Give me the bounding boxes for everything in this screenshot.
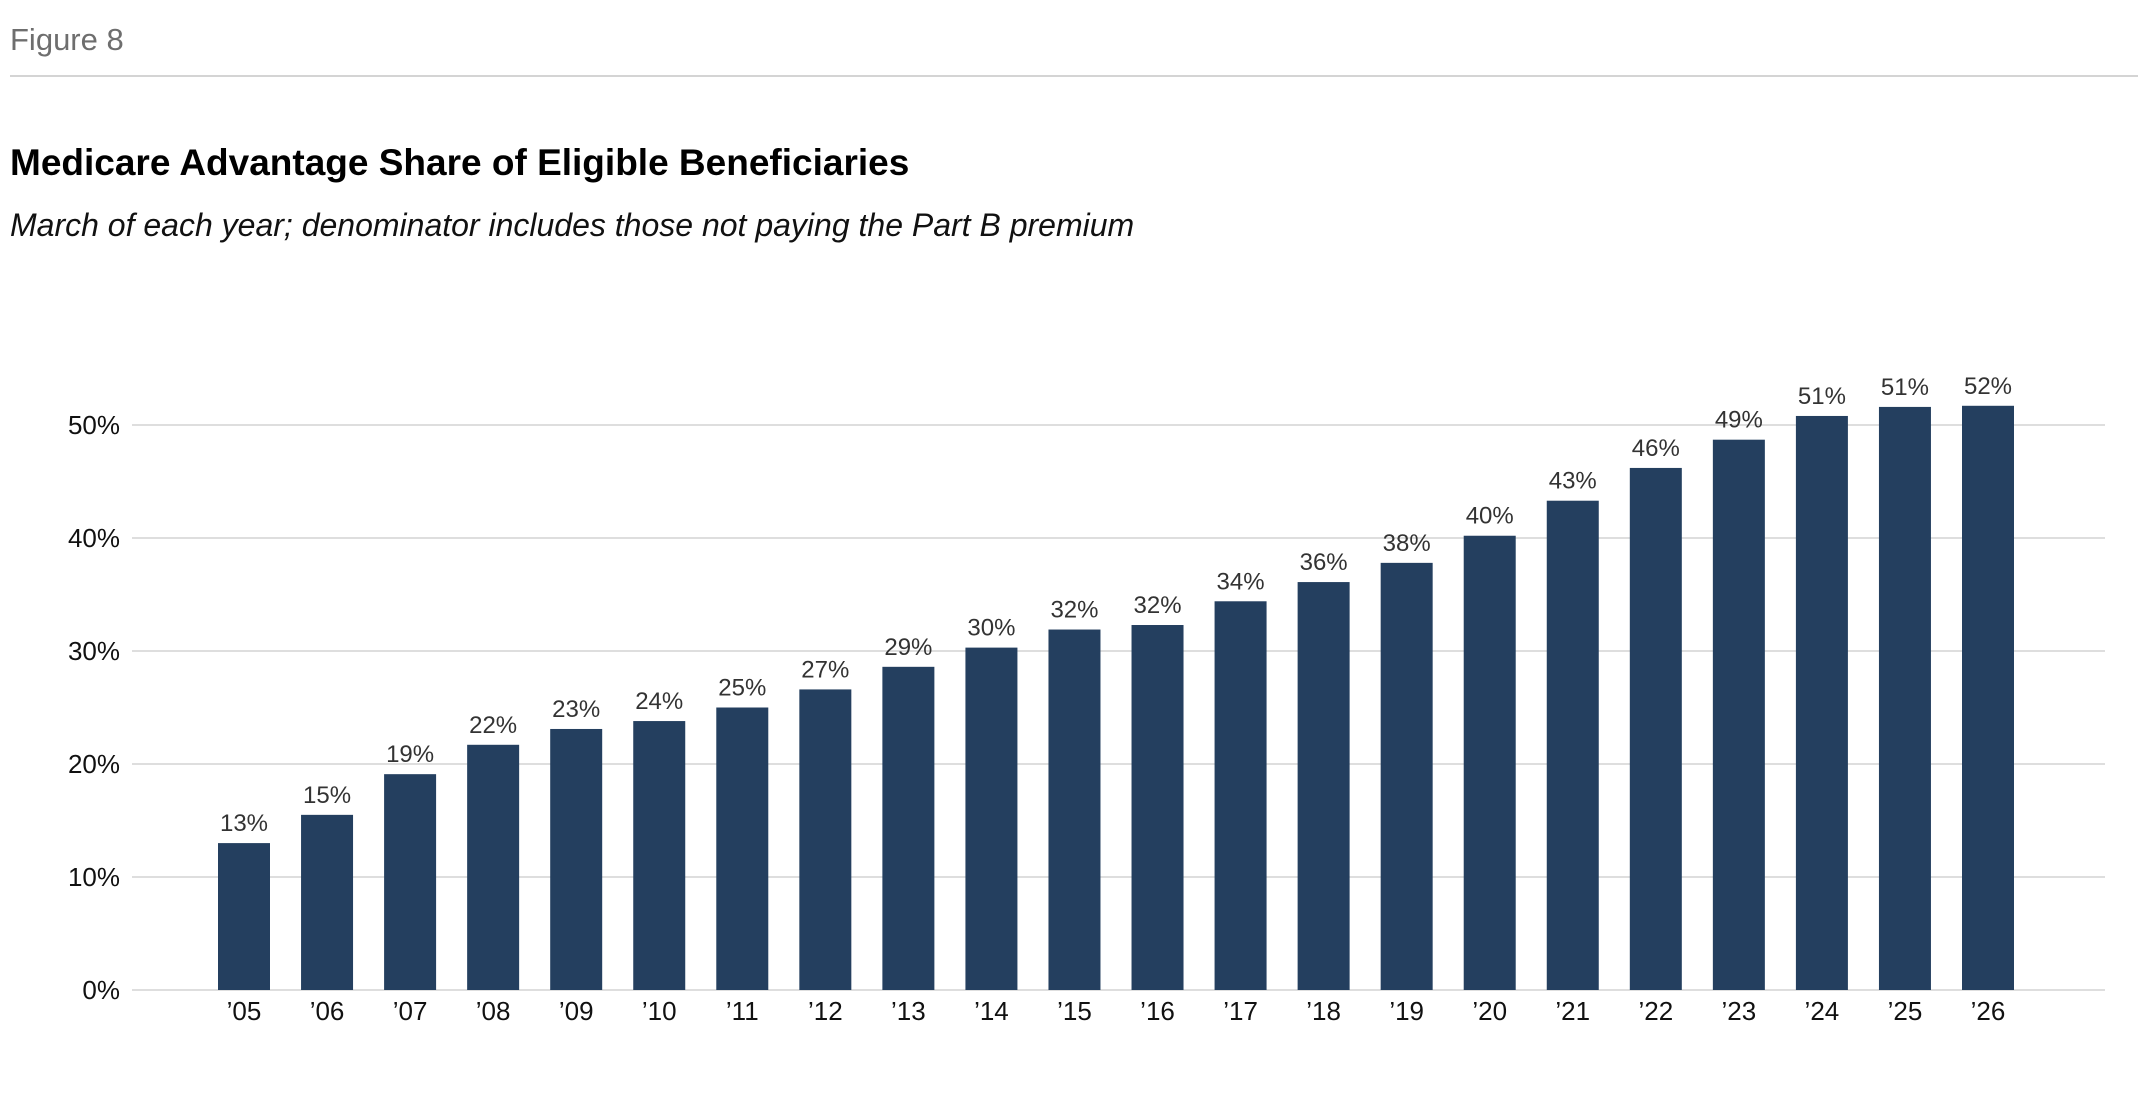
bar: [384, 774, 437, 990]
x-tick-label: ’25: [1888, 996, 1923, 1026]
bar: [1795, 415, 1848, 991]
x-tick-label: ’09: [559, 996, 594, 1026]
bar: [301, 814, 354, 990]
bars: [218, 405, 2014, 991]
data-label: 46%: [1632, 435, 1680, 462]
y-tick-label: 30%: [68, 636, 120, 666]
x-tick-label: ’26: [1971, 996, 2006, 1026]
data-label: 30%: [967, 615, 1015, 642]
data-label: 29%: [884, 634, 932, 661]
bar: [1546, 500, 1599, 990]
x-tick-label: ’13: [891, 996, 926, 1026]
bar: [550, 728, 603, 990]
x-tick-label: ’20: [1472, 996, 1507, 1026]
x-tick-label: ’24: [1805, 996, 1840, 1026]
bar: [1463, 535, 1516, 990]
data-label: 25%: [718, 675, 766, 702]
data-label: 40%: [1466, 503, 1514, 530]
data-label: 19%: [386, 741, 434, 768]
bar: [1712, 439, 1765, 990]
x-tick-label: ’05: [227, 996, 262, 1026]
bar: [965, 647, 1018, 990]
y-tick-label: 10%: [68, 862, 120, 892]
y-tick-label: 50%: [68, 410, 120, 440]
x-tick-label: ’21: [1555, 996, 1590, 1026]
data-label: 32%: [1134, 592, 1182, 619]
x-tick-label: ’06: [310, 996, 345, 1026]
x-tick-label: ’22: [1638, 996, 1673, 1026]
x-tick-label: ’07: [393, 996, 428, 1026]
bar: [716, 707, 769, 990]
data-label: 24%: [635, 688, 683, 715]
bar: [1878, 406, 1931, 990]
bar: [799, 689, 852, 990]
x-tick-label: ’17: [1223, 996, 1258, 1026]
bar-data-labels: 13% 15% 19% 22% 23% 24% 25% 27% 29% 30% 32% 32% 34% 3…: [220, 373, 2012, 837]
x-tick-label: ’10: [642, 996, 677, 1026]
data-label: 51%: [1798, 383, 1846, 410]
bar: [1380, 562, 1433, 990]
x-tick-label: ’16: [1140, 996, 1175, 1026]
x-tick-label: ’12: [808, 996, 843, 1026]
x-axis-tick-labels: ’05 ’06 ’07 ’08 ’09 ’10 ’11 ’12 ’13 ’14 ’15 ’16 ’17 ’…: [227, 996, 2006, 1026]
x-tick-label: ’11: [726, 996, 759, 1026]
bar: [1962, 405, 2014, 990]
bar: [1629, 467, 1682, 990]
bar: [1297, 582, 1350, 990]
data-label: 34%: [1217, 568, 1265, 595]
bar: [467, 744, 520, 990]
data-label: 38%: [1383, 530, 1431, 557]
bar: [633, 721, 686, 990]
figure-label: Figure 8: [10, 22, 124, 57]
chart-subtitle: March of each year; denominator includes…: [10, 207, 1135, 243]
data-label: 36%: [1300, 549, 1348, 576]
data-label: 15%: [303, 782, 351, 809]
y-tick-label: 40%: [68, 523, 120, 553]
chart-title: Medicare Advantage Share of Eligible Ben…: [10, 142, 910, 183]
header-divider: [10, 75, 2138, 77]
bar: [218, 843, 270, 990]
x-tick-label: ’19: [1389, 996, 1424, 1026]
data-label: 49%: [1715, 407, 1763, 434]
bar: [1214, 601, 1267, 990]
bar: [1048, 629, 1101, 990]
data-label: 32%: [1050, 597, 1098, 624]
x-tick-label: ’14: [974, 996, 1009, 1026]
bar: [1131, 625, 1184, 990]
data-label: 52%: [1964, 373, 2012, 400]
bar: [882, 666, 935, 990]
y-tick-label: 20%: [68, 749, 120, 779]
data-label: 22%: [469, 712, 517, 739]
data-label: 23%: [552, 696, 600, 723]
data-label: 27%: [801, 656, 849, 683]
x-tick-label: ’15: [1057, 996, 1092, 1026]
y-axis-tick-labels: 0% 10% 20% 30% 40% 50%: [68, 410, 120, 1005]
data-label: 13%: [220, 810, 268, 837]
gridlines: [132, 424, 2105, 991]
x-tick-label: ’18: [1306, 996, 1341, 1026]
x-tick-label: ’23: [1722, 996, 1757, 1026]
data-label: 51%: [1881, 374, 1929, 401]
x-tick-label: ’08: [476, 996, 511, 1026]
data-label: 43%: [1549, 468, 1597, 495]
y-tick-label: 0%: [82, 975, 120, 1005]
